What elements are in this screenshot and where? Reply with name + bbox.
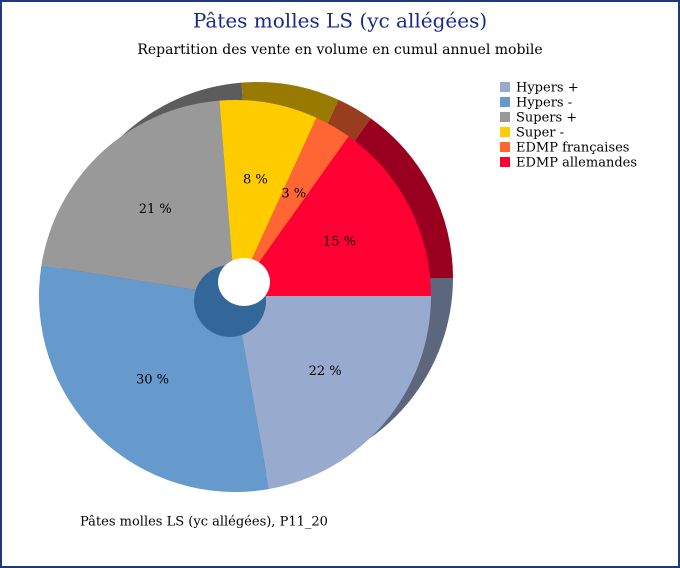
slice	[235, 136, 431, 296]
legend-label: EDMP allemandes	[516, 156, 637, 171]
legend-swatch	[500, 112, 510, 122]
legend-swatch	[500, 127, 510, 137]
chart-caption: Pâtes molles LS (yc allégées), P11_20	[80, 515, 328, 530]
data-label: 3 %	[281, 187, 306, 202]
legend-swatch	[500, 82, 510, 92]
slice	[219, 100, 317, 296]
data-label: 22 %	[309, 364, 342, 379]
chart-subtitle: Repartition des vente en volume en cumul…	[137, 42, 542, 58]
hole	[218, 258, 270, 306]
legend-label: Hypers +	[516, 81, 579, 96]
data-label: 21 %	[139, 202, 172, 217]
legend-label: EDMP françaises	[516, 141, 629, 156]
data-label: 30 %	[136, 372, 169, 387]
chart-title: Pâtes molles LS (yc allégées)	[193, 9, 487, 33]
data-label: 8 %	[243, 173, 268, 188]
legend-swatch	[500, 157, 510, 167]
legend-swatch	[500, 97, 510, 107]
slice	[235, 117, 349, 296]
data-label: 15 %	[323, 235, 356, 250]
legend-label: Supers +	[516, 111, 577, 126]
slice	[41, 100, 236, 297]
legend-label: Super -	[516, 126, 564, 141]
legend-label: Hypers -	[516, 96, 572, 111]
slice	[235, 296, 431, 490]
legend-swatch	[500, 142, 510, 152]
